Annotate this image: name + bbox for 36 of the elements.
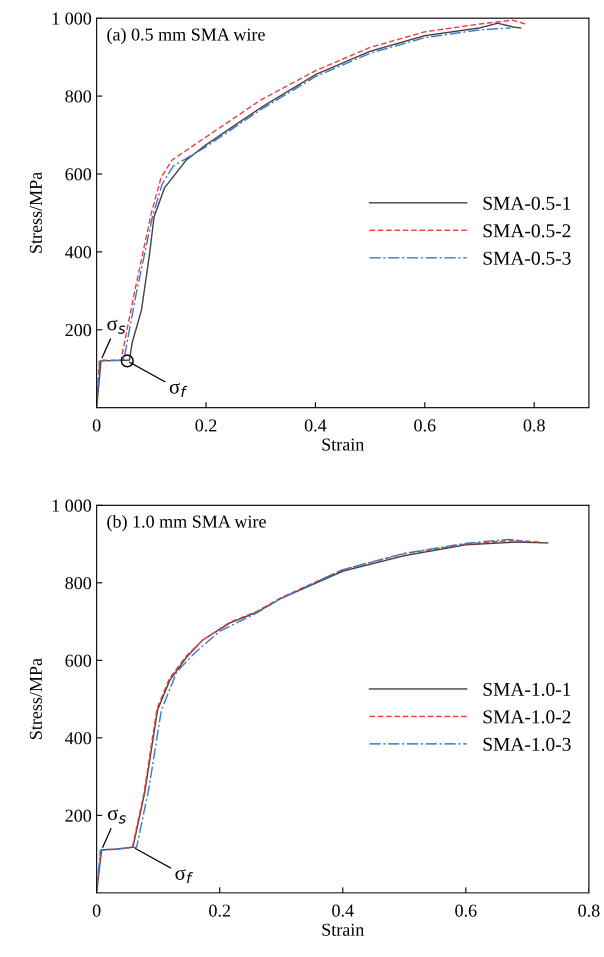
x-tick-label: 0.4 bbox=[332, 904, 354, 917]
x-tick-label: 0.2 bbox=[195, 419, 216, 432]
y-tick-label: 400 bbox=[65, 732, 92, 744]
annotation: σ$_{s}$ bbox=[108, 809, 126, 824]
y-axis-title: Stress/MPa bbox=[30, 172, 42, 253]
x-tick-label: 0.8 bbox=[578, 904, 600, 917]
legend-label: SMA-1.0-2 bbox=[484, 710, 570, 724]
y-tick-label: 400 bbox=[65, 246, 92, 258]
y-tick-label: 1 000 bbox=[52, 12, 92, 25]
annotation: σ$_{s}$ bbox=[107, 320, 126, 334]
y-tick-label: 800 bbox=[65, 577, 92, 590]
chart-title: (a) 0.5 mm SMA wire bbox=[107, 28, 265, 44]
x-tick-label: 0.6 bbox=[414, 419, 436, 432]
x-tick-label: 0.8 bbox=[524, 419, 545, 432]
y-tick-label: 200 bbox=[65, 810, 92, 822]
legend-label: SMA-0.5-3 bbox=[484, 252, 571, 265]
y-tick-label: 1 000 bbox=[52, 500, 92, 512]
y-tick-label: 600 bbox=[65, 654, 92, 667]
legend-label: SMA-0.5-2 bbox=[484, 224, 570, 238]
y-axis-title: Stress/MPa bbox=[30, 658, 42, 740]
x-tick-label: 0.6 bbox=[455, 904, 477, 917]
annotation: σ$_{f}$ bbox=[170, 382, 188, 397]
x-tick-label: 0.2 bbox=[209, 904, 230, 917]
y-tick-label: 600 bbox=[65, 168, 92, 180]
x-axis-title: Strain bbox=[322, 924, 364, 936]
annotation: σ$_{f}$ bbox=[175, 869, 194, 884]
legend-label: SMA-1.0-1 bbox=[484, 682, 570, 696]
x-tick-label: 0.4 bbox=[304, 419, 326, 432]
chart-title: (b) 1.0 mm SMA wire bbox=[107, 514, 266, 532]
y-tick-label: 800 bbox=[65, 90, 92, 103]
x-axis-title: Strain bbox=[322, 438, 364, 451]
y-tick-label: 200 bbox=[65, 324, 92, 336]
legend-label: SMA-0.5-1 bbox=[484, 196, 570, 210]
x-tick-label: 0 bbox=[92, 419, 100, 432]
legend-label: SMA-1.0-3 bbox=[484, 738, 571, 751]
x-tick-label: 0 bbox=[92, 904, 100, 917]
